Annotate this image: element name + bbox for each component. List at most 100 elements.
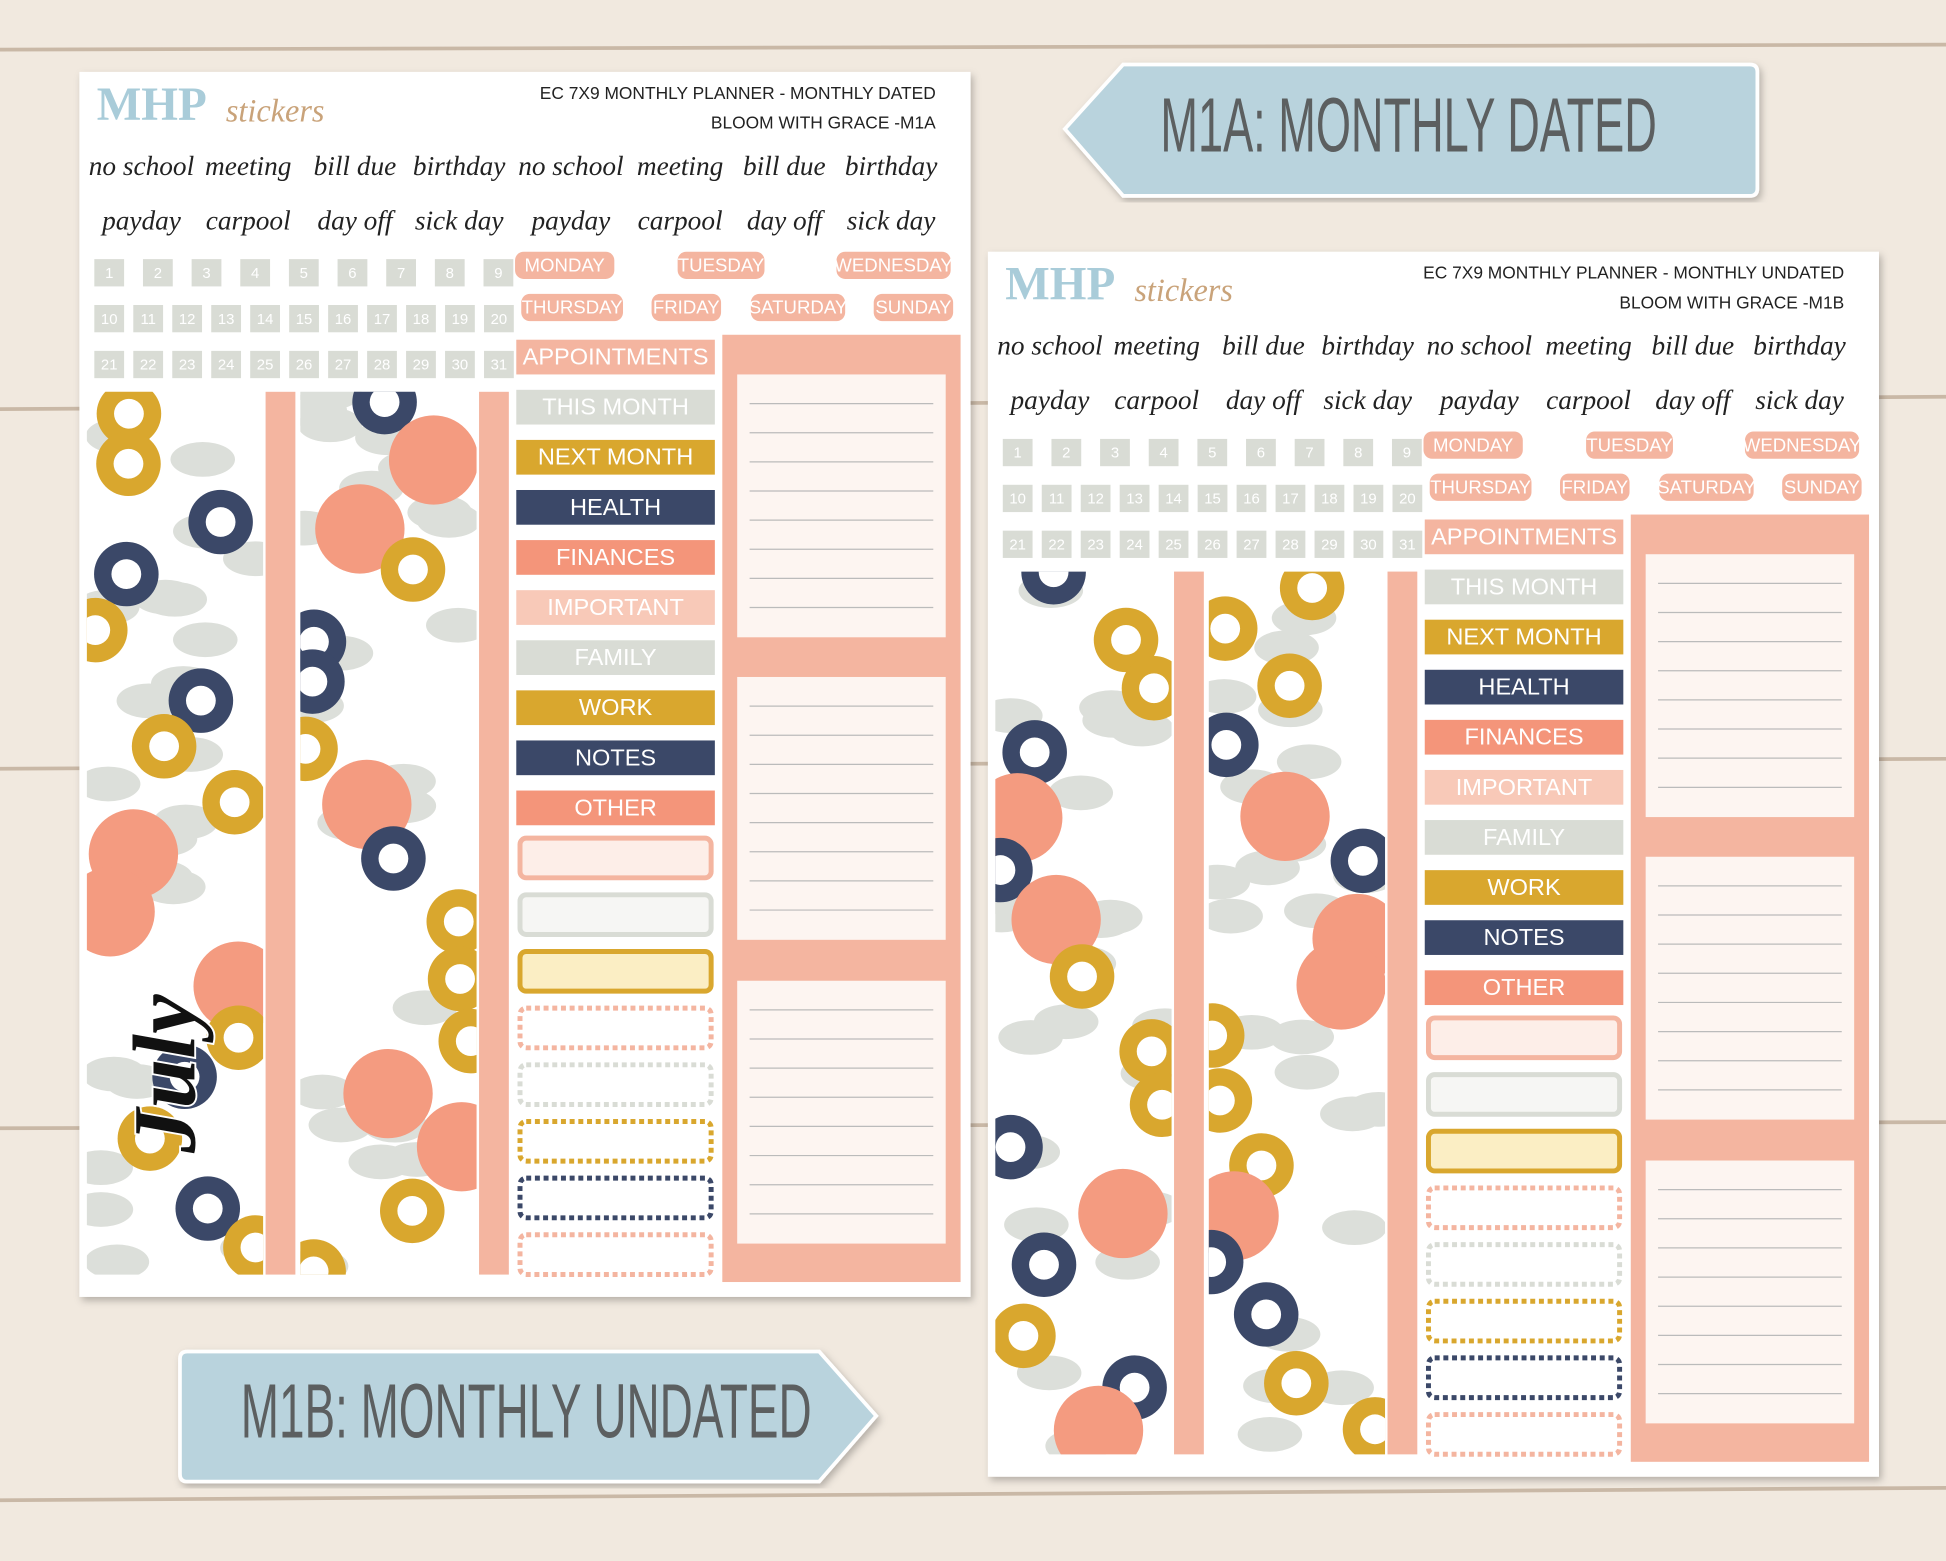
blank-sticker bbox=[517, 1118, 714, 1164]
day-pill bbox=[1586, 431, 1673, 459]
date-box bbox=[133, 305, 164, 333]
date-box bbox=[133, 350, 164, 379]
blank-sticker bbox=[517, 1062, 714, 1107]
flower-center bbox=[995, 855, 1016, 885]
word-sticker: carpool bbox=[638, 205, 723, 235]
label-text: NEXT MONTH bbox=[538, 444, 693, 470]
flower-center bbox=[1297, 573, 1328, 603]
word-sticker: day off bbox=[1226, 385, 1304, 415]
date-box bbox=[1294, 438, 1325, 467]
blank-sticker bbox=[517, 835, 714, 881]
strip-bar bbox=[1174, 571, 1204, 1455]
flower-center bbox=[300, 1256, 329, 1275]
floral-strip bbox=[1208, 571, 1386, 1455]
date-number: 15 bbox=[1204, 492, 1221, 508]
date-number: 22 bbox=[1048, 537, 1065, 553]
day-pill bbox=[651, 293, 722, 322]
label-text: OTHER bbox=[574, 794, 656, 820]
date-number: 26 bbox=[296, 358, 313, 374]
flower-center bbox=[1136, 1036, 1167, 1067]
date-box bbox=[1275, 530, 1306, 558]
day-pill bbox=[1560, 473, 1630, 501]
date-number: 28 bbox=[374, 358, 391, 374]
day-pill bbox=[1782, 473, 1862, 501]
flower-center bbox=[114, 398, 144, 429]
date-box bbox=[406, 305, 436, 333]
date-number: 7 bbox=[1305, 446, 1313, 462]
date-box bbox=[191, 259, 222, 287]
flower-center bbox=[1038, 571, 1069, 588]
flower-center bbox=[1211, 729, 1242, 760]
date-box bbox=[1002, 484, 1033, 513]
flower-center bbox=[1246, 1150, 1277, 1181]
date-box bbox=[1119, 530, 1150, 558]
leaf bbox=[1208, 864, 1251, 900]
word-sticker: sick day bbox=[847, 205, 937, 235]
flower-center bbox=[113, 448, 144, 479]
flower-center bbox=[192, 1193, 223, 1224]
leaf bbox=[1208, 679, 1257, 714]
date-box bbox=[1158, 530, 1189, 558]
flower-center bbox=[1029, 1249, 1059, 1280]
flower-center bbox=[397, 1195, 428, 1226]
date-box bbox=[1051, 438, 1082, 467]
label-sticker bbox=[516, 590, 715, 625]
leaf bbox=[300, 391, 362, 410]
flower-center bbox=[300, 666, 328, 697]
date-number: 8 bbox=[446, 266, 454, 282]
day-pill bbox=[1744, 431, 1860, 459]
flower bbox=[388, 415, 477, 505]
word-sticker: carpool bbox=[206, 205, 291, 235]
day-label: THURSDAY bbox=[1430, 476, 1531, 497]
flower bbox=[343, 1049, 433, 1139]
word-sticker: bill due bbox=[1652, 331, 1735, 361]
sheet-header: EC 7X9 MONTHLY PLANNER - MONTHLY DATED bbox=[540, 83, 936, 103]
flower-center bbox=[455, 1026, 477, 1057]
word-sticker: birthday bbox=[1753, 331, 1846, 361]
label-text: HEALTH bbox=[570, 494, 661, 520]
word-sticker: meeting bbox=[637, 151, 723, 181]
date-number: 5 bbox=[1208, 446, 1216, 462]
flower-center bbox=[443, 906, 474, 937]
date-box bbox=[1314, 484, 1345, 513]
label-text: FAMILY bbox=[1483, 824, 1565, 850]
flower-center bbox=[1119, 1372, 1150, 1403]
date-number: 25 bbox=[1165, 537, 1182, 553]
flower-center bbox=[445, 964, 475, 994]
date-box bbox=[172, 305, 203, 333]
date-number: 16 bbox=[1243, 492, 1260, 508]
leaf bbox=[86, 1192, 134, 1227]
word-sticker: meeting bbox=[1113, 331, 1199, 361]
blank-sticker bbox=[1425, 1128, 1623, 1174]
day-label: SATURDAY bbox=[1657, 476, 1756, 497]
notes-box bbox=[1645, 1160, 1855, 1424]
date-number: 4 bbox=[251, 266, 259, 282]
date-box bbox=[386, 259, 417, 287]
blank-sticker bbox=[1425, 1412, 1623, 1457]
date-box bbox=[328, 350, 358, 379]
date-number: 14 bbox=[257, 312, 274, 328]
day-pill bbox=[1429, 473, 1532, 501]
label-sticker bbox=[1424, 920, 1624, 955]
label-text: IMPORTANT bbox=[547, 594, 684, 620]
date-number: 13 bbox=[1126, 492, 1143, 508]
tag-monthly-undated: M1B: MONTHLY UNDATED bbox=[178, 1349, 879, 1484]
flower-center bbox=[185, 685, 216, 716]
date-box bbox=[1002, 530, 1033, 558]
flower-center bbox=[134, 1123, 165, 1154]
sticker-sheet: MHP stickers EC 7X9 MONTHLY PLANNER - MONT… bbox=[79, 71, 971, 1297]
date-number: 23 bbox=[179, 358, 196, 374]
date-box bbox=[250, 350, 280, 379]
word-sticker: day off bbox=[317, 205, 395, 235]
sheet-header: BLOOM WITH GRACE -M1B bbox=[1619, 292, 1844, 312]
label-sticker bbox=[1424, 719, 1624, 755]
leaf bbox=[1276, 744, 1342, 780]
notes-box bbox=[737, 374, 946, 638]
flower-center bbox=[1208, 1085, 1235, 1116]
day-label: WEDNESDAY bbox=[1743, 434, 1862, 455]
flower-center bbox=[369, 391, 400, 417]
date-number: 28 bbox=[1282, 537, 1299, 553]
strip-bar bbox=[1387, 571, 1418, 1455]
date-box bbox=[445, 305, 475, 333]
